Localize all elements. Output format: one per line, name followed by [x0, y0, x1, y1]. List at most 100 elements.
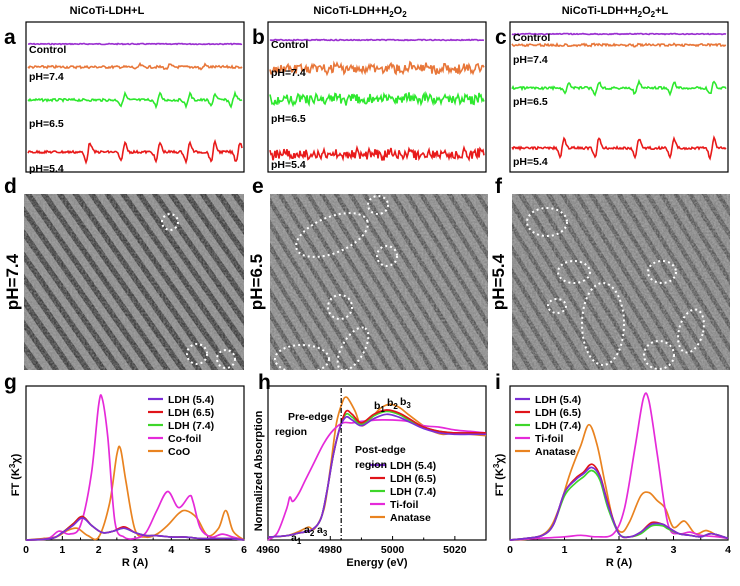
esr-panel-c: Control pH=7.4 pH=6.5 pH=5.4 — [509, 21, 729, 173]
panel-c-title: NiCoTi-LDH+H2O2+L — [562, 5, 669, 19]
chart-g-xtick-label: 6 — [241, 544, 247, 556]
chart-h-ylabel: Normalized Absorption — [253, 410, 265, 531]
chart-g-xtick-label: 1 — [59, 544, 65, 556]
panel-c-title-base: NiCoTi-LDH+H — [562, 5, 638, 17]
panel-b-title-mid: O — [394, 5, 403, 17]
a-letter: a — [291, 532, 297, 544]
esr-c-label-ph54: pH=5.4 — [513, 156, 548, 168]
a-label-2: a2 — [304, 524, 315, 538]
pre-edge-label-2: region — [275, 426, 307, 438]
panel-letter-e: e — [252, 175, 264, 198]
chart-h-legend-label: LDH (5.4) — [390, 460, 436, 472]
chart-g-legend-label: CoO — [168, 446, 190, 458]
ylabel-base: FT (K — [494, 468, 506, 496]
b-sub: 3 — [406, 401, 411, 410]
esr-b-label-ph54: pH=5.4 — [271, 159, 306, 171]
esr-a-label-ph65: pH=6.5 — [29, 118, 64, 130]
defect-ellipse — [547, 298, 567, 314]
defect-circle — [216, 349, 236, 369]
b-letter: b — [400, 396, 406, 408]
post-edge-label-2: region — [355, 459, 387, 471]
esr-b-label-ph65: pH=6.5 — [271, 113, 306, 125]
chart-g-xtick-label: 4 — [168, 544, 174, 556]
panel-b-title-sub: 2 — [389, 10, 394, 19]
tem-d-defect-markers — [161, 213, 236, 369]
defect-circle — [161, 213, 179, 231]
chart-i-xtick-label: 4 — [725, 544, 731, 556]
chart-g-ylabel: FT (K3χ) — [8, 453, 22, 496]
panel-letter-c: c — [495, 26, 507, 49]
chart-g-legend-label: LDH (6.5) — [168, 407, 214, 419]
b-sub: 1 — [380, 405, 385, 414]
chart-i-xtick-label: 2 — [616, 544, 622, 556]
chart-h-xtick-label: 4960 — [256, 544, 280, 556]
chart-g-xtick-label: 0 — [23, 544, 29, 556]
chart-h-frame — [267, 385, 487, 541]
panel-letter-a: a — [4, 26, 16, 49]
chart-g-series-4 — [25, 445, 245, 541]
panel-letter-h: h — [258, 371, 271, 394]
chart-g-series-0 — [25, 517, 245, 541]
esr-trace-c-3 — [511, 134, 727, 161]
chart-i: 0 1 2 3 4R (A)FT (K3χ)LDH (5.4)LDH (6.5)LDH … — [492, 385, 731, 569]
chart-h-legend-label: Anatase — [390, 512, 431, 524]
tem-e-ph-label: pH=6.5 — [247, 254, 266, 310]
tem-panel-e: pH=6.5 — [247, 194, 488, 374]
chart-i-legend-label: Anatase — [535, 446, 576, 458]
esr-trace-a-2 — [27, 90, 243, 110]
a-sub: 1 — [297, 537, 302, 546]
ylabel-tail: χ) — [10, 453, 22, 463]
defect-ellipse — [336, 326, 370, 372]
esr-trace-b-3 — [269, 144, 485, 162]
defect-ellipse — [274, 344, 330, 374]
tem-f-defect-markers — [526, 207, 705, 370]
ylabel-tail: χ) — [494, 453, 506, 463]
tem-e-defect-markers — [274, 195, 398, 374]
chart-h-legend-label: LDH (6.5) — [390, 473, 436, 485]
tem-d-ph-label: pH=7.4 — [3, 253, 22, 310]
a-letter: a — [304, 524, 310, 536]
defect-ellipse — [557, 260, 591, 284]
defect-circle — [186, 343, 208, 365]
esr-trace-b-2 — [269, 90, 485, 108]
chart-i-series-3 — [509, 392, 729, 541]
chart-h-legend-label: LDH (7.4) — [390, 486, 436, 498]
esr-trace-a-1 — [27, 61, 243, 71]
esr-a-label-ph74: pH=7.4 — [29, 71, 64, 83]
chart-h-series-0 — [267, 413, 486, 538]
chart-i-xtick-label: 1 — [562, 544, 568, 556]
panel-c-title-sub: 2 — [638, 10, 643, 19]
esr-trace-c-0 — [511, 32, 727, 36]
chart-i-xtick-label: 3 — [671, 544, 677, 556]
b-sub: 2 — [393, 402, 398, 411]
defect-ellipse — [647, 260, 677, 284]
esr-trace-a-3 — [27, 138, 243, 165]
panel-a-title: NiCoTi-LDH+L — [70, 5, 145, 17]
chart-h: 4960 4980 5000 5020 Energy (eV) Normalized Ab… — [253, 385, 487, 569]
chart-g-legend-label: LDH (5.4) — [168, 394, 214, 406]
chart-i-legend-label: LDH (5.4) — [535, 394, 581, 406]
esr-panel-b: Control pH=7.4 pH=6.5 pH=5.4 — [267, 21, 487, 173]
chart-h-xtick-label: 5020 — [443, 544, 467, 556]
esr-b-label-ph74: pH=7.4 — [271, 67, 306, 79]
chart-i-legend-label: LDH (6.5) — [535, 407, 581, 419]
a-letter: a — [317, 524, 323, 536]
esr-panel-a: Control pH=7.4 pH=6.5 pH=5.4 — [25, 21, 245, 175]
a-sub: 2 — [310, 529, 315, 538]
tem-f-ph-label: pH=5.4 — [489, 253, 508, 310]
chart-g-legend-label: LDH (7.4) — [168, 420, 214, 432]
esr-c-frame — [509, 21, 729, 173]
tem-e-noise — [270, 194, 488, 370]
panel-b-title-sub2: 2 — [402, 10, 407, 19]
tem-panel-d: pH=7.4 — [3, 194, 244, 370]
chart-h-xtick-label: 5000 — [381, 544, 405, 556]
b-letter: b — [374, 400, 380, 412]
defect-ellipse — [581, 282, 625, 366]
esr-trace-a-0 — [27, 42, 243, 46]
esr-trace-c-1 — [511, 42, 727, 48]
chart-i-series-2 — [509, 469, 729, 541]
b-label-1: b1 — [374, 400, 385, 414]
post-edge-label-1: Post-edge — [355, 444, 406, 456]
chart-h-xtick-label: 4980 — [319, 544, 343, 556]
ylabel-base: FT (K — [10, 468, 22, 496]
